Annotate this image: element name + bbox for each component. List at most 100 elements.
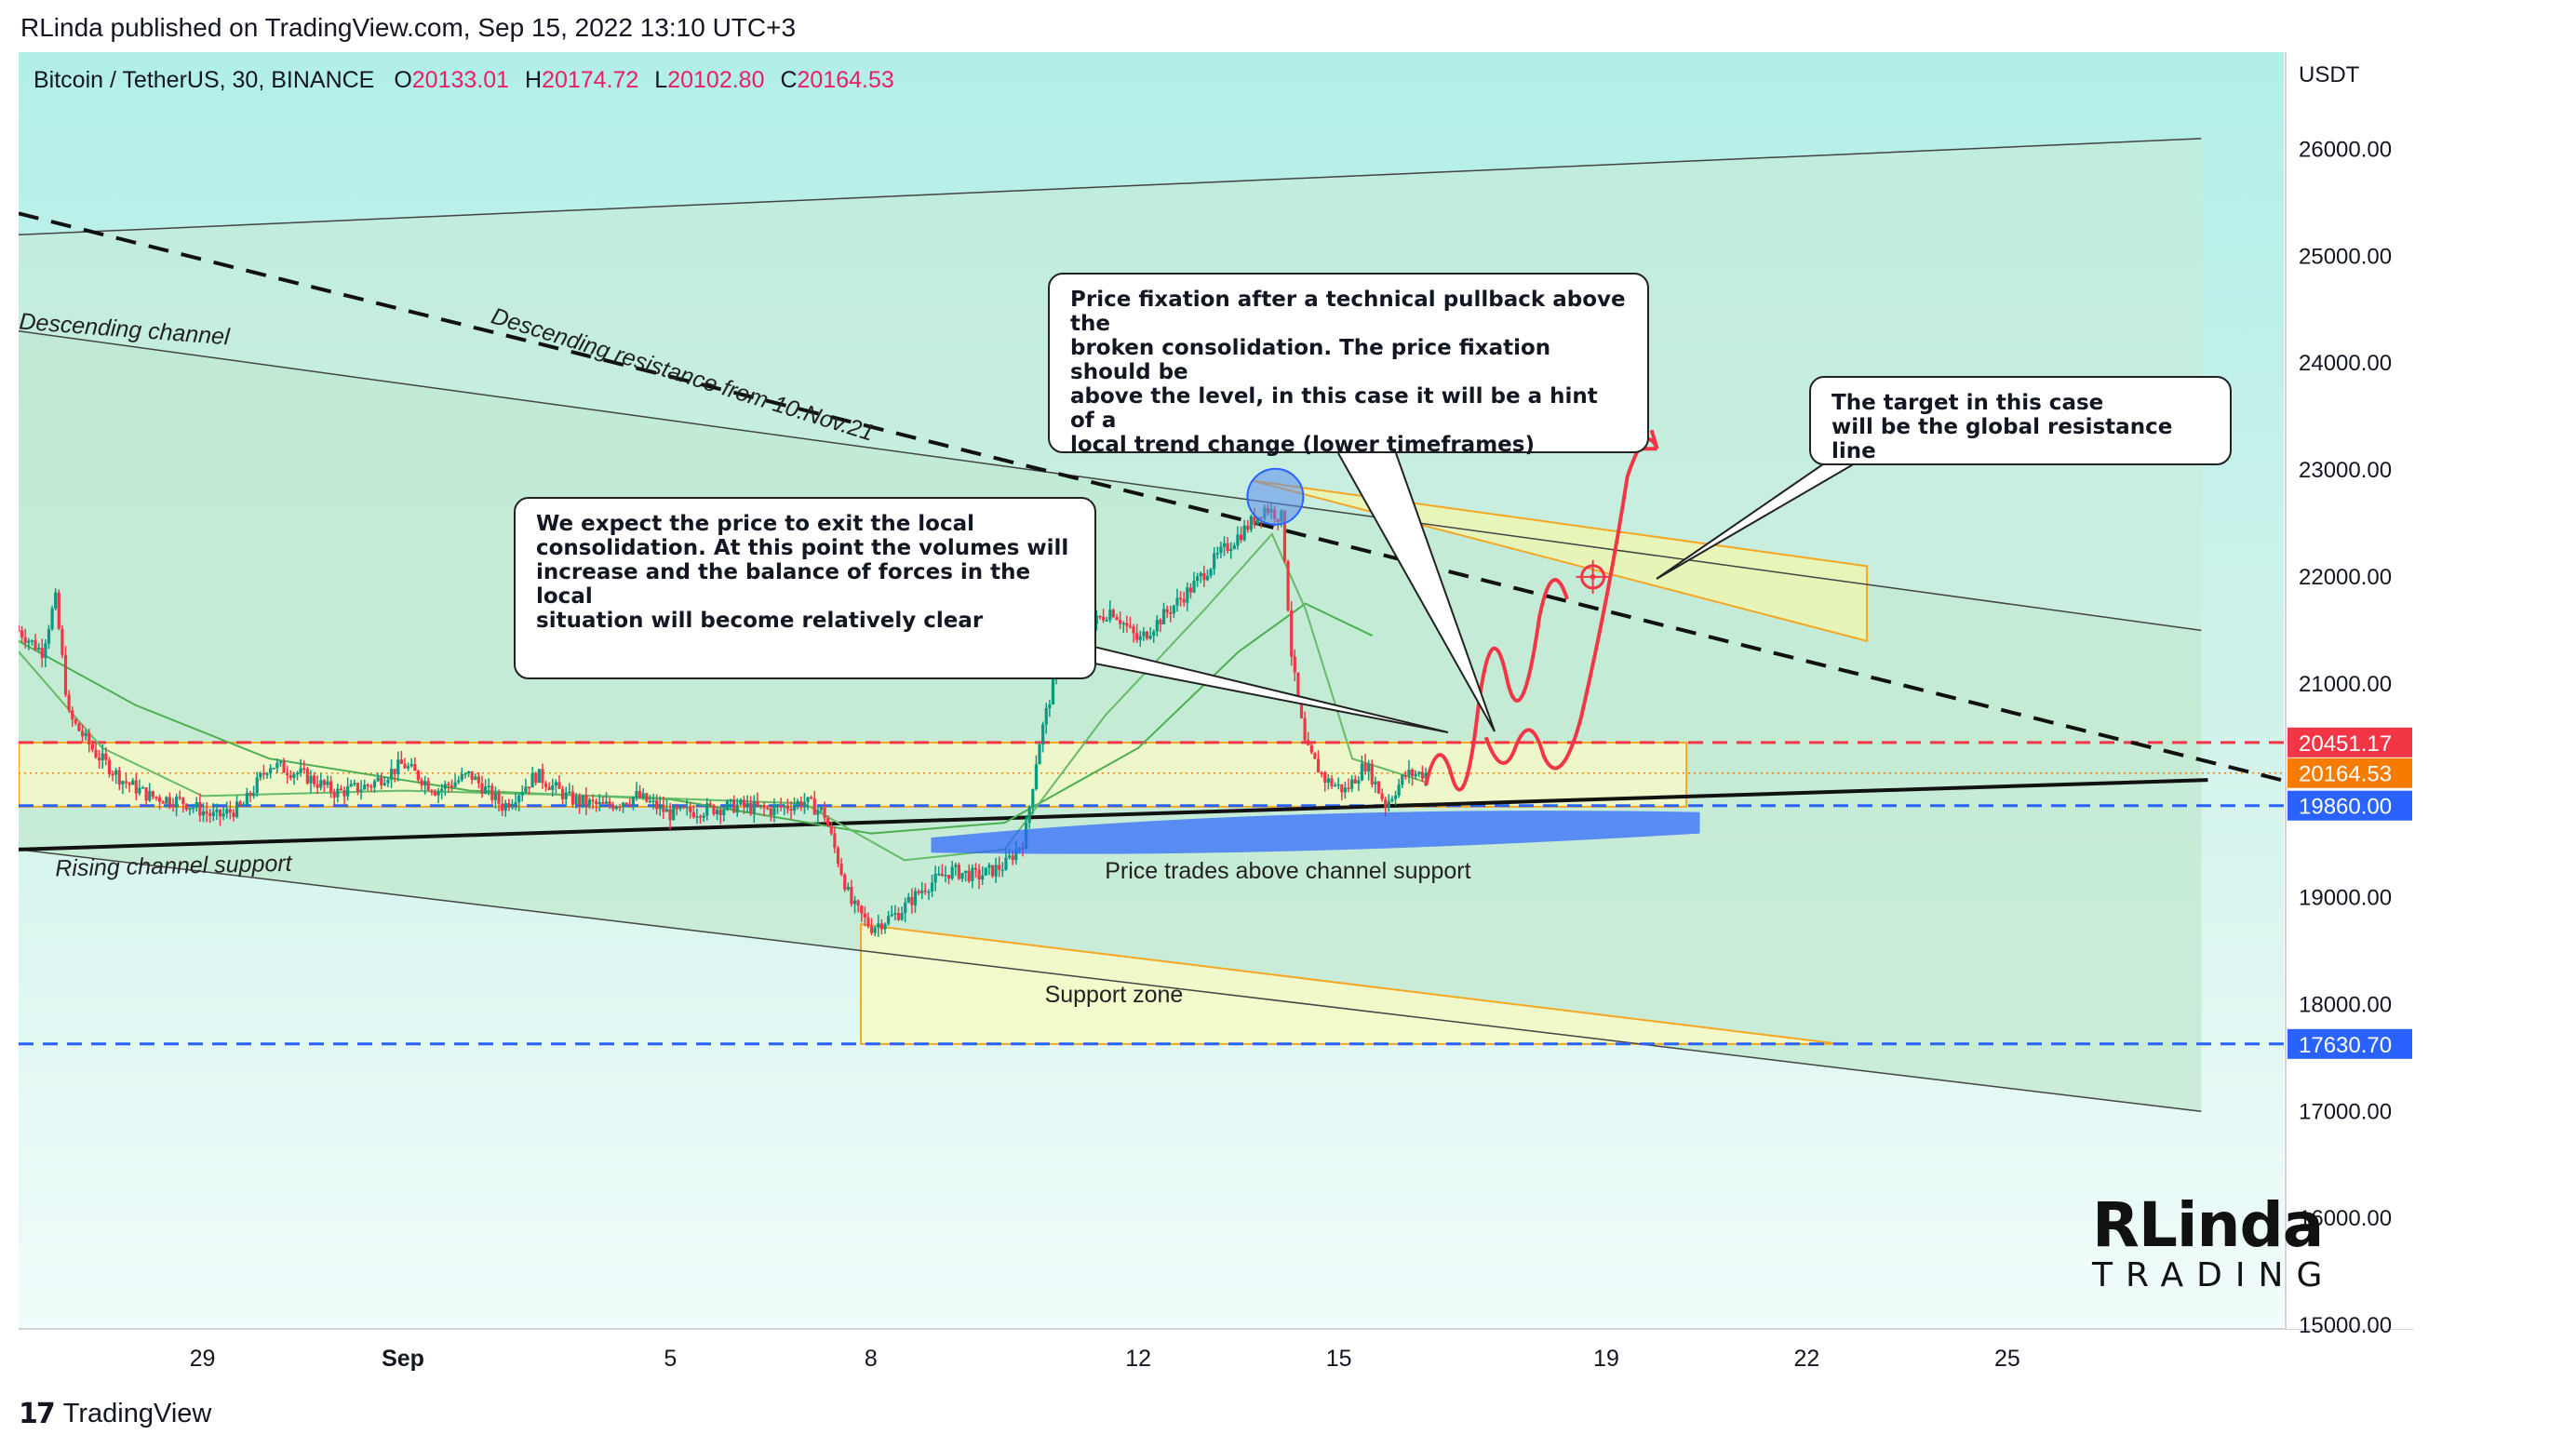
- candle-body: [749, 802, 753, 814]
- candle: [691, 805, 695, 819]
- candle-body: [1222, 543, 1227, 547]
- candle-body: [1182, 598, 1186, 603]
- candle-body: [23, 637, 27, 643]
- candle-body: [675, 806, 678, 810]
- candle-body: [655, 800, 659, 810]
- candle: [792, 797, 797, 815]
- candle-body: [806, 797, 810, 802]
- candle: [745, 795, 749, 813]
- candle: [883, 922, 887, 934]
- candle-body: [57, 592, 60, 629]
- candle: [735, 798, 739, 817]
- candle: [366, 783, 369, 791]
- candle-body: [689, 807, 692, 812]
- y-tick-label: 18000.00: [2299, 992, 2392, 1017]
- candle-body: [184, 803, 189, 810]
- candle: [245, 787, 248, 805]
- candle: [44, 638, 47, 667]
- candle-body: [47, 628, 51, 644]
- candle-body: [1169, 612, 1173, 614]
- candle: [930, 874, 934, 897]
- candle-body: [1390, 798, 1394, 801]
- candle-body: [1236, 534, 1240, 546]
- chart-frame[interactable]: Descending channel Descending resistance …: [19, 52, 2414, 1381]
- candle-body: [336, 788, 340, 798]
- candle: [453, 773, 457, 788]
- candle-body: [1420, 771, 1425, 779]
- candle-body: [756, 801, 759, 806]
- candle-body: [127, 783, 131, 785]
- candle: [1239, 526, 1243, 543]
- candle: [218, 809, 222, 826]
- candle-body: [712, 805, 716, 814]
- brand-bottom: TRADING: [2092, 1256, 2336, 1294]
- candle: [84, 730, 87, 741]
- candle: [823, 801, 826, 824]
- candle: [1145, 630, 1149, 641]
- candle-body: [543, 783, 548, 787]
- x-tick-label: 8: [865, 1346, 878, 1372]
- candle-body: [1011, 855, 1014, 861]
- price-badge-bg: [2288, 1028, 2412, 1059]
- candle-body: [503, 803, 507, 811]
- candle: [1178, 591, 1183, 607]
- candle-body: [732, 799, 736, 813]
- candle: [157, 794, 162, 810]
- candle: [463, 772, 467, 779]
- candle: [184, 803, 189, 811]
- candle-body: [637, 791, 642, 798]
- candle-body: [507, 803, 511, 808]
- candle: [346, 777, 350, 801]
- candle: [329, 775, 333, 798]
- candle-body: [161, 801, 165, 804]
- candle: [1215, 546, 1219, 559]
- candle: [1360, 756, 1364, 782]
- candle: [1121, 621, 1125, 634]
- candle-body: [493, 793, 498, 800]
- candle: [433, 788, 437, 797]
- candle-body: [151, 791, 154, 798]
- candle: [1098, 615, 1102, 620]
- candle: [950, 861, 954, 881]
- price-chart[interactable]: Descending channel Descending resistance …: [19, 52, 2414, 1381]
- candle: [27, 637, 31, 650]
- candle-body: [1299, 698, 1304, 718]
- candle: [265, 771, 269, 779]
- candle: [896, 906, 901, 921]
- candle-body: [366, 784, 369, 786]
- candle-body: [812, 798, 816, 815]
- candle-body: [54, 592, 58, 609]
- callout-fixation: Price fixation after a technical pullbac…: [1048, 273, 1649, 457]
- candle: [376, 772, 380, 783]
- candle: [259, 771, 262, 781]
- candle: [242, 801, 246, 807]
- candle: [967, 864, 971, 884]
- candle-body: [1393, 795, 1398, 799]
- candle: [161, 799, 165, 804]
- candle: [1148, 626, 1152, 640]
- candle-body: [413, 764, 417, 771]
- candle: [685, 798, 689, 816]
- symbol-legend[interactable]: Bitcoin / TetherUS, 30, BINANCE O20133.0…: [34, 67, 894, 94]
- callout-fixation-pointer: [1337, 452, 1496, 732]
- candle-body: [1000, 869, 1004, 872]
- candle: [497, 789, 501, 811]
- candle: [447, 781, 450, 794]
- candle: [1111, 608, 1116, 619]
- candle-body: [551, 784, 555, 790]
- candle: [413, 757, 417, 771]
- candle-body: [648, 800, 652, 803]
- candle-body: [960, 873, 964, 879]
- candle-body: [474, 776, 477, 781]
- candle: [893, 905, 897, 920]
- candle-body: [833, 833, 837, 849]
- candle: [490, 783, 494, 804]
- candle-body: [775, 805, 780, 807]
- candle-body: [819, 807, 824, 811]
- candle: [1293, 649, 1296, 682]
- tradingview-logo-icon: 𝟭𝟳: [19, 1399, 56, 1429]
- tradingview-footer[interactable]: 𝟭𝟳 TradingView: [19, 1398, 211, 1430]
- candle-body: [651, 800, 655, 802]
- candle-body: [1242, 525, 1246, 541]
- candle: [702, 812, 705, 823]
